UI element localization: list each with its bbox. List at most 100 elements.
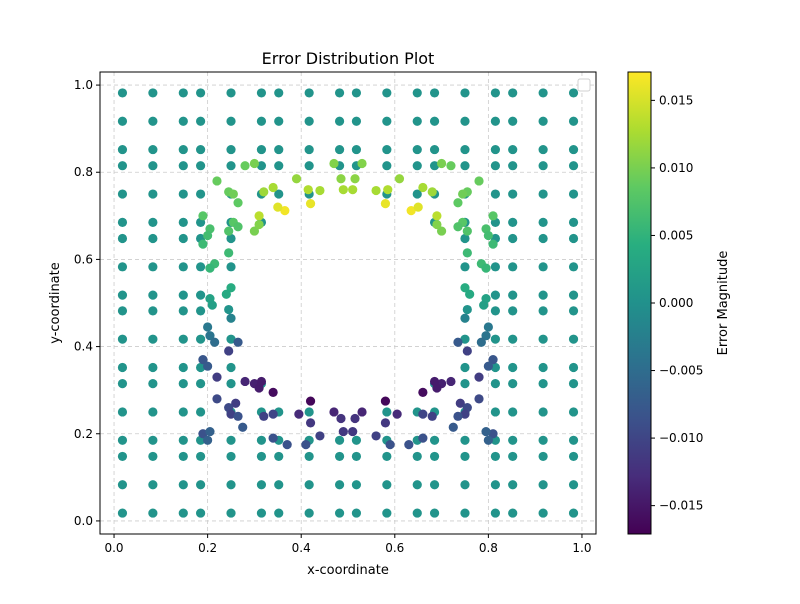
scatter-point — [479, 300, 489, 310]
scatter-point — [429, 451, 440, 462]
x-tick-label: 1.0 — [572, 541, 591, 555]
scatter-point — [196, 379, 206, 389]
scatter-point — [350, 413, 360, 424]
scatter-point — [538, 362, 548, 373]
scatter-point — [226, 116, 236, 126]
scatter-point — [508, 362, 518, 373]
scatter-point — [304, 144, 314, 155]
scatter-point — [304, 480, 314, 490]
scatter-point — [508, 480, 518, 490]
scatter-point — [336, 174, 346, 184]
colorbar-tick-label: −0.005 — [659, 364, 703, 378]
scatter-point — [268, 409, 278, 419]
scatter-point — [256, 116, 267, 126]
scatter-point — [462, 226, 472, 236]
scatter-point — [282, 440, 292, 450]
colorbar-tick-label: 0.010 — [659, 161, 693, 175]
scatter-point — [117, 144, 128, 155]
scatter-point — [303, 185, 313, 195]
scatter-point — [196, 508, 206, 518]
scatter-point — [508, 161, 518, 171]
scatter-point — [538, 508, 548, 518]
scatter-point — [254, 219, 264, 230]
scatter-point — [226, 435, 236, 445]
scatter-point — [460, 116, 470, 126]
scatter-point — [231, 398, 241, 408]
colorbar-tick-label: 0.005 — [659, 228, 693, 242]
scatter-point — [117, 88, 128, 98]
scatter-point — [254, 211, 264, 221]
scatter-point — [481, 331, 491, 341]
scatter-point — [205, 263, 215, 273]
scatter-point — [198, 211, 208, 221]
scatter-point — [274, 144, 284, 155]
scatter-point — [196, 451, 206, 462]
scatter-point — [488, 355, 498, 365]
scatter-point — [305, 199, 316, 209]
scatter-point — [538, 306, 548, 316]
scatter-point — [380, 418, 391, 428]
scatter-point — [338, 426, 348, 437]
scatter-point — [385, 440, 395, 450]
scatter-point — [315, 185, 325, 196]
scatter-point — [460, 262, 470, 272]
scatter-point — [196, 262, 206, 272]
scatter-point — [490, 306, 500, 316]
scatter-point — [436, 226, 447, 236]
scatter-point — [224, 248, 234, 258]
scatter-point — [460, 283, 470, 293]
scatter-point — [196, 480, 206, 490]
colorbar-ticks: −0.015 −0.010 −0.005 0.000 0.005 0.010 0.015 — [651, 93, 703, 513]
scatter-point — [329, 407, 339, 417]
scatter-point — [460, 451, 470, 462]
scatter-point — [351, 508, 362, 518]
scatter-point — [329, 158, 339, 169]
scatter-point — [508, 233, 518, 244]
x-tick-label: 0.4 — [292, 541, 311, 555]
y-tick-label: 0.4 — [74, 340, 93, 354]
scatter-point — [233, 222, 243, 232]
x-tick-label: 0.8 — [479, 541, 498, 555]
scatter-point — [490, 508, 500, 518]
scatter-point — [224, 226, 234, 236]
scatter-point — [274, 116, 284, 126]
scatter-point — [418, 182, 428, 193]
scatter-point — [351, 88, 362, 98]
scatter-point — [226, 283, 236, 293]
scatter-point — [178, 144, 188, 155]
scatter-point — [196, 407, 206, 417]
scatter-point — [382, 116, 392, 126]
scatter-points — [117, 88, 579, 518]
scatter-point — [274, 189, 284, 199]
scatter-point — [274, 88, 284, 98]
scatter-point — [460, 233, 470, 244]
scatter-point — [178, 262, 188, 272]
scatter-point — [249, 226, 260, 236]
scatter-point — [178, 233, 188, 244]
scatter-point — [508, 508, 518, 518]
scatter-point — [490, 334, 500, 344]
scatter-point — [294, 409, 304, 419]
scatter-point — [233, 411, 243, 421]
scatter-point — [117, 290, 128, 300]
scatter-point — [460, 144, 470, 155]
scatter-point — [351, 144, 362, 155]
scatter-point — [406, 206, 416, 216]
scatter-point — [394, 174, 405, 184]
scatter-point — [483, 361, 493, 371]
scatter-point — [198, 429, 208, 439]
scatter-point — [538, 290, 548, 300]
scatter-point — [148, 362, 158, 373]
scatter-point — [256, 508, 267, 518]
scatter-point — [212, 176, 222, 186]
scatter-point — [240, 376, 250, 387]
scatter-point — [196, 290, 206, 300]
scatter-point — [483, 435, 493, 445]
scatter-point — [453, 198, 463, 208]
scatter-point — [178, 116, 188, 126]
scatter-point — [508, 435, 518, 445]
colorbar-tick-label: 0.000 — [659, 296, 693, 310]
scatter-point — [432, 211, 442, 221]
